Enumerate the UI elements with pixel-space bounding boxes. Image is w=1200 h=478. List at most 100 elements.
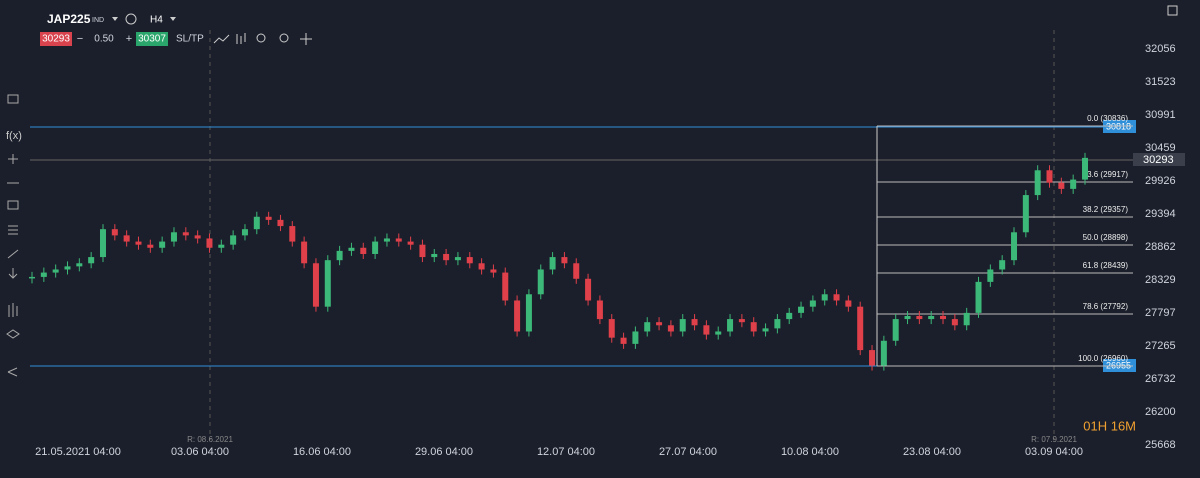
timeframe-dropdown[interactable] (170, 17, 176, 21)
price-tick-label: 26200 (1145, 406, 1176, 418)
time-label: 29.06 04:00 (415, 446, 473, 458)
candle (585, 278, 592, 301)
tool-indicators[interactable] (8, 303, 18, 317)
candle (691, 319, 698, 326)
candle (596, 300, 603, 320)
candle (360, 247, 367, 254)
candle (324, 260, 331, 307)
candle (52, 269, 59, 273)
left-toolbar: f(x) (6, 94, 22, 377)
candle (76, 263, 83, 267)
candle (29, 276, 35, 279)
candle (525, 294, 532, 332)
candle (904, 315, 911, 320)
sltp-button[interactable]: SL/TP (176, 34, 204, 45)
candle (703, 325, 710, 335)
sell-button[interactable] (40, 32, 72, 46)
info-icon[interactable] (125, 13, 137, 25)
candle (218, 244, 225, 248)
candle (372, 241, 379, 254)
line-chart-icon[interactable] (213, 34, 230, 44)
candle (809, 300, 816, 307)
tool-share[interactable] (7, 367, 18, 377)
candle (383, 238, 390, 242)
candle (786, 312, 793, 320)
tool-box[interactable] (7, 200, 19, 210)
fib-label: 0.0 (30836) (1087, 114, 1128, 123)
price-tick-label: 25668 (1145, 439, 1176, 451)
tool-fx[interactable]: f(x) (6, 130, 22, 142)
ask-price[interactable]: 30307 (138, 34, 166, 45)
time-label: 12.07 04:00 (537, 446, 595, 458)
candle (916, 315, 923, 320)
candle (159, 241, 166, 248)
candle (312, 263, 319, 307)
candle (880, 340, 887, 366)
tool-layers[interactable] (6, 329, 20, 339)
candle (667, 325, 674, 332)
candle (573, 263, 580, 279)
candle (644, 322, 651, 332)
level-tag (1133, 153, 1185, 166)
candle (182, 232, 189, 236)
lot-minus[interactable]: − (77, 33, 83, 45)
candle (727, 319, 734, 332)
candle (490, 269, 497, 273)
candle (869, 350, 876, 366)
zoom-in-icon[interactable] (279, 33, 289, 43)
candle (502, 272, 509, 301)
crosshair-icon[interactable] (300, 33, 312, 45)
timeframe[interactable]: H4 (150, 15, 163, 26)
candle (1046, 170, 1053, 183)
candle (206, 238, 213, 248)
window-button[interactable] (1167, 5, 1178, 16)
candle (88, 257, 95, 264)
lot-size[interactable]: 0.50 (94, 34, 114, 45)
candle (833, 294, 840, 301)
candle (466, 257, 473, 264)
candle (395, 238, 402, 242)
candle (951, 319, 958, 326)
candle (987, 269, 994, 282)
symbol[interactable]: JAP225 (47, 12, 91, 26)
candle (620, 337, 627, 344)
price-tick-label: 28329 (1145, 274, 1176, 286)
candle (443, 253, 450, 261)
candle (1082, 157, 1088, 180)
zoom-out-icon[interactable] (256, 33, 266, 43)
tool-pen[interactable] (7, 249, 19, 259)
symbol-dropdown[interactable] (112, 17, 118, 21)
price-tick-label: 27265 (1145, 340, 1176, 352)
price-tick-label: 29926 (1145, 175, 1176, 187)
candle (549, 257, 556, 270)
candle (561, 257, 568, 264)
tool-fib[interactable] (8, 225, 18, 235)
buy-button[interactable] (136, 32, 168, 46)
time-label: 23.08 04:00 (903, 446, 961, 458)
fib-label: 38.2 (29357) (1083, 205, 1129, 214)
candle (407, 241, 414, 245)
tool-arrow[interactable] (8, 268, 18, 279)
tool-rect[interactable] (7, 94, 19, 104)
candle (857, 306, 864, 351)
candle-icon[interactable] (236, 33, 246, 44)
time-label: 16.06 04:00 (293, 446, 351, 458)
candle (1070, 179, 1077, 189)
candle (123, 235, 130, 242)
tool-cross[interactable] (8, 154, 18, 164)
level-tag-label: 26955 (1106, 360, 1131, 370)
candle (111, 229, 118, 236)
time-label: 10.08 04:00 (781, 446, 839, 458)
candle (608, 319, 615, 338)
price-tick-label: 27797 (1145, 307, 1176, 319)
candle (821, 294, 828, 301)
candle (774, 319, 781, 329)
bid-price[interactable]: 30293 (42, 34, 70, 45)
candle (419, 244, 426, 258)
marker-label: R: 08.6.2021 (187, 435, 233, 444)
lot-plus[interactable]: + (126, 33, 132, 45)
candle (64, 266, 71, 270)
candle (147, 244, 154, 248)
candle (715, 331, 722, 335)
candle (999, 260, 1006, 270)
